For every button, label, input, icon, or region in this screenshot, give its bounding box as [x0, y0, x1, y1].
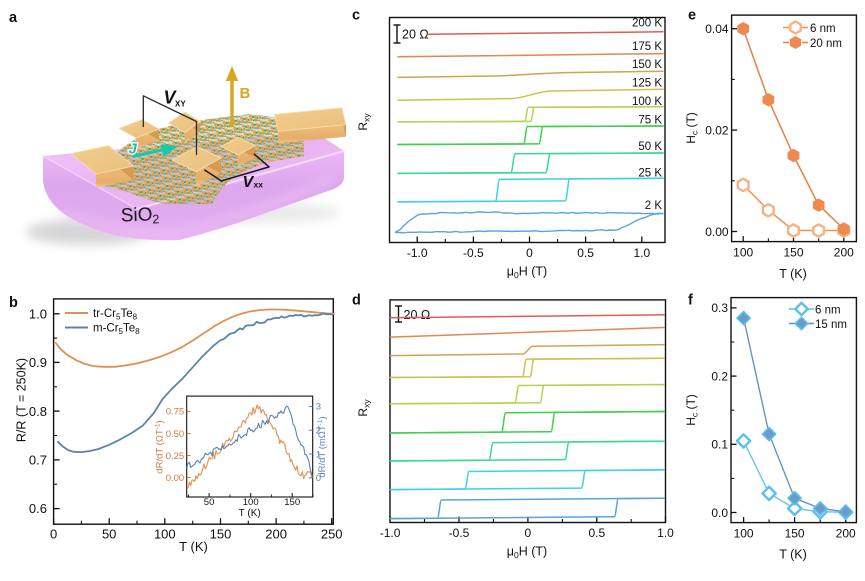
svg-text:0.00: 0.00 [166, 473, 185, 484]
svg-text:c: c [352, 8, 360, 24]
svg-text:150: 150 [785, 527, 805, 541]
svg-text:0.25: 0.25 [166, 451, 185, 462]
svg-text:tr-Cr5Te8: tr-Cr5Te8 [93, 308, 138, 322]
svg-text:μ0H (T): μ0H (T) [507, 545, 547, 561]
svg-text:V: V [164, 88, 178, 108]
svg-text:1: 1 [316, 449, 321, 460]
svg-text:200: 200 [834, 246, 854, 260]
svg-text:200 K: 200 K [632, 18, 662, 30]
svg-text:0.00: 0.00 [705, 225, 729, 239]
svg-text:b: b [9, 295, 18, 311]
svg-text:200: 200 [836, 527, 856, 541]
svg-text:0.02: 0.02 [705, 123, 729, 137]
svg-text:T (K): T (K) [239, 508, 261, 519]
svg-text:1.0: 1.0 [633, 246, 650, 260]
svg-text:20 Ω: 20 Ω [404, 308, 431, 322]
svg-text:150: 150 [284, 497, 300, 508]
svg-text:a: a [9, 10, 18, 26]
svg-text:dR/dT (ΩT-1): dR/dT (ΩT-1) [155, 420, 166, 473]
svg-text:50: 50 [102, 527, 116, 542]
svg-text:100: 100 [154, 527, 176, 542]
svg-text:0.3: 0.3 [711, 301, 728, 315]
svg-text:6 nm: 6 nm [810, 23, 836, 35]
svg-text:0.5: 0.5 [588, 526, 605, 540]
svg-text:Hc (T): Hc (T) [684, 394, 700, 426]
svg-text:0: 0 [316, 473, 321, 484]
svg-text:0.8: 0.8 [29, 404, 47, 419]
svg-text:0.1: 0.1 [711, 438, 728, 452]
svg-text:d: d [352, 293, 361, 309]
svg-text:-1.0: -1.0 [380, 526, 401, 540]
svg-text:125 K: 125 K [632, 78, 662, 90]
svg-text:20 Ω: 20 Ω [402, 28, 429, 42]
svg-text:15 nm: 15 nm [815, 319, 847, 331]
svg-text:150: 150 [210, 527, 232, 542]
svg-text:150: 150 [783, 246, 803, 260]
svg-text:B: B [240, 85, 251, 102]
svg-text:-0.5: -0.5 [463, 246, 484, 260]
svg-text:0: 0 [526, 246, 533, 260]
svg-text:2: 2 [316, 426, 321, 437]
svg-text:μ0H (T): μ0H (T) [507, 265, 547, 281]
svg-text:T (K): T (K) [179, 539, 208, 554]
svg-text:1.0: 1.0 [657, 526, 674, 540]
svg-text:0.04: 0.04 [705, 22, 729, 36]
svg-text:0.0: 0.0 [711, 506, 728, 520]
svg-text:SiO: SiO [120, 204, 152, 226]
svg-text:0.5: 0.5 [577, 246, 594, 260]
svg-text:0.50: 0.50 [166, 429, 185, 440]
svg-text:Hc (T): Hc (T) [684, 112, 700, 144]
svg-text:1.0: 1.0 [29, 306, 47, 321]
svg-text:0.2: 0.2 [711, 369, 728, 383]
svg-text:6 nm: 6 nm [815, 304, 841, 316]
svg-text:R/R (T = 250K): R/R (T = 250K) [15, 358, 29, 442]
svg-text:250: 250 [321, 527, 343, 542]
svg-text:xx: xx [254, 180, 264, 190]
svg-text:0.9: 0.9 [29, 355, 47, 370]
svg-text:75 K: 75 K [638, 114, 662, 126]
svg-text:2 K: 2 K [645, 200, 663, 212]
svg-text:150 K: 150 K [632, 59, 662, 71]
svg-text:0.6: 0.6 [29, 501, 47, 516]
svg-text:XY: XY [175, 100, 186, 109]
svg-text:100 K: 100 K [632, 96, 662, 108]
svg-text:0.75: 0.75 [166, 407, 185, 418]
svg-text:20 nm: 20 nm [810, 38, 842, 50]
svg-text:-1.0: -1.0 [407, 246, 428, 260]
svg-text:25 K: 25 K [638, 167, 662, 179]
svg-text:0.7: 0.7 [29, 453, 47, 468]
svg-text:dR/dT (mΩT-1): dR/dT (mΩT-1) [317, 416, 328, 477]
svg-text:T (K): T (K) [779, 267, 807, 281]
svg-text:-0.5: -0.5 [449, 526, 470, 540]
svg-text:2: 2 [152, 212, 159, 226]
svg-text:50: 50 [204, 497, 215, 508]
svg-text:f: f [688, 293, 693, 309]
svg-text:0: 0 [525, 526, 532, 540]
svg-text:T (K): T (K) [779, 548, 807, 562]
svg-text:m-Cr5Te8: m-Cr5Te8 [93, 323, 140, 337]
svg-text:e: e [688, 8, 696, 24]
svg-text:100: 100 [733, 246, 753, 260]
svg-text:50 K: 50 K [638, 141, 662, 153]
svg-text:100: 100 [734, 527, 754, 541]
svg-text:J: J [129, 141, 138, 158]
svg-text:200: 200 [265, 527, 287, 542]
svg-text:0: 0 [50, 527, 57, 542]
svg-text:100: 100 [243, 497, 259, 508]
svg-text:3: 3 [316, 402, 321, 413]
svg-text:V: V [243, 174, 255, 191]
svg-text:175 K: 175 K [632, 41, 662, 53]
